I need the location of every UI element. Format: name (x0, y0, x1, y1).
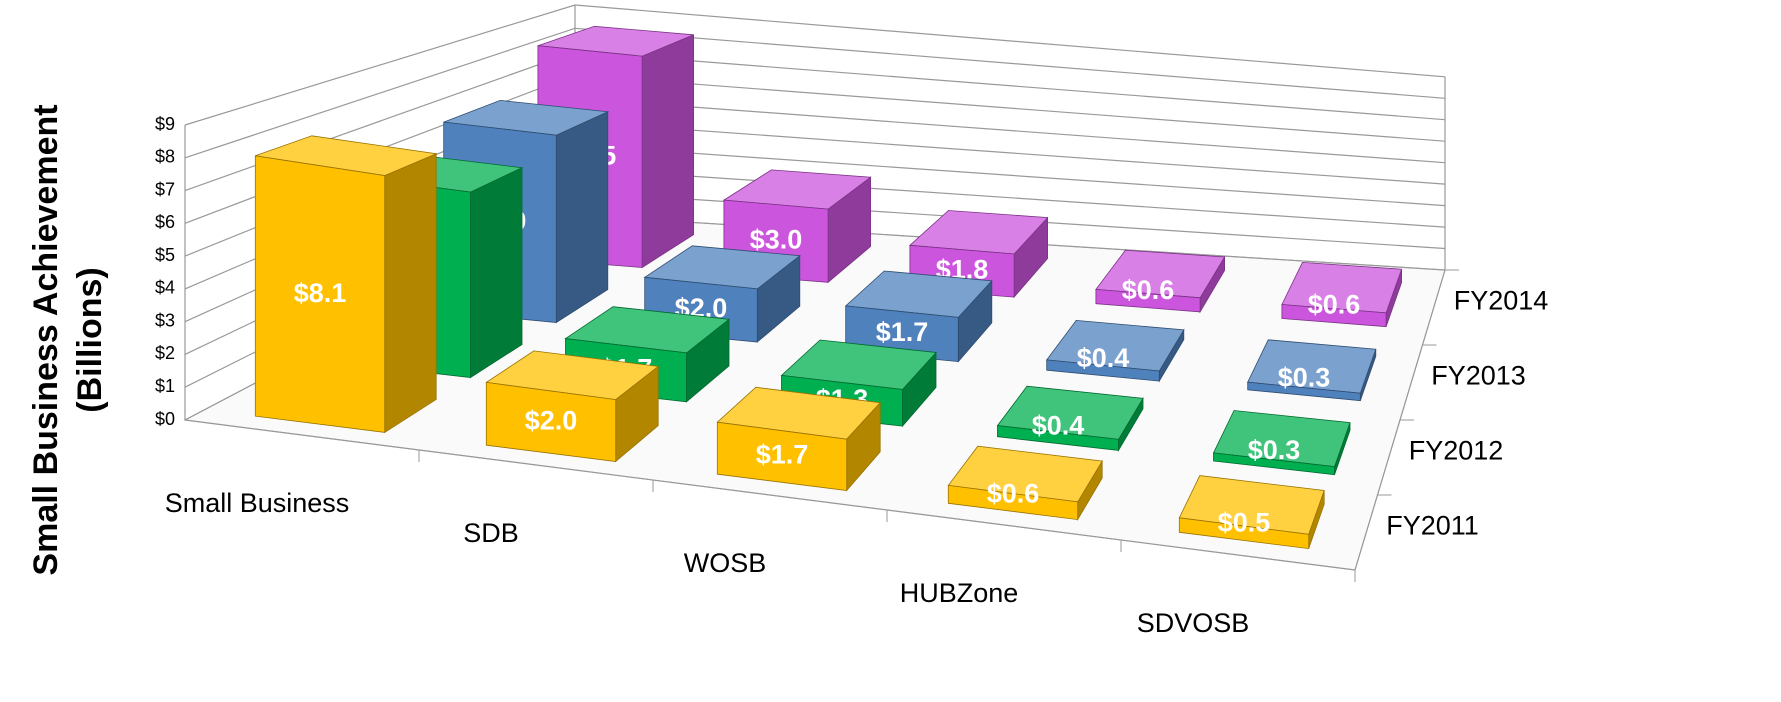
bar-front (1178, 517, 1310, 550)
y-axis-title: (Billions) (71, 267, 109, 412)
bar-front (1247, 381, 1361, 402)
y-tick-label: $6 (155, 212, 175, 232)
y-tick-label: $1 (155, 376, 175, 396)
bar (1212, 410, 1351, 476)
value-label: $0.6 (1122, 275, 1175, 305)
bar-front (485, 381, 617, 462)
bar-side (384, 153, 437, 434)
x-tick-label: HUBZone (900, 578, 1019, 608)
bar (947, 445, 1103, 522)
y-tick-label: $3 (155, 310, 175, 330)
bar (1247, 339, 1377, 402)
x-tick-label: SDVOSB (1137, 608, 1250, 638)
value-label: $0.4 (1032, 411, 1085, 441)
bar-front (997, 425, 1119, 451)
series-label: FY2011 (1386, 511, 1479, 541)
value-label: $0.3 (1248, 435, 1301, 465)
bar-front (1281, 304, 1387, 328)
bar-front (1213, 452, 1335, 476)
bar-front (947, 484, 1079, 521)
bar-front (1095, 288, 1201, 313)
x-tick-label: Small Business (165, 488, 350, 518)
value-label: $0.3 (1278, 362, 1331, 392)
series-label: FY2014 (1454, 286, 1549, 316)
bar-front (254, 155, 386, 433)
bar (485, 350, 660, 463)
x-tick-label: SDB (463, 518, 519, 548)
bar (716, 386, 882, 492)
series-label: FY2012 (1409, 436, 1504, 466)
bar-side (470, 167, 523, 379)
bar-front (1046, 359, 1160, 382)
x-axis-line (184, 419, 1356, 571)
y-tick-label: $2 (155, 343, 175, 363)
x-tick-label: WOSB (684, 548, 767, 578)
bar-front (716, 421, 848, 491)
bar (1178, 475, 1325, 550)
bar (1095, 249, 1226, 314)
y-tick-label: $5 (155, 245, 175, 265)
value-label: $1.7 (756, 440, 809, 470)
y-tick-label: $9 (155, 114, 175, 134)
y-tick-label: $4 (155, 278, 175, 298)
bar (1045, 319, 1185, 383)
value-label: $0.6 (987, 479, 1040, 509)
y-tick-label: $7 (155, 179, 175, 199)
grid-line (184, 4, 1446, 126)
y-tick-label: $0 (155, 409, 175, 429)
value-label: $3.0 (750, 225, 803, 255)
value-label: $0.5 (1218, 508, 1271, 538)
value-label: $1.7 (876, 317, 929, 347)
series-label: FY2013 (1431, 361, 1526, 391)
bar (722, 169, 872, 284)
y-tick-label: $8 (155, 147, 175, 167)
value-label: $0.6 (1308, 290, 1361, 320)
bar-side (555, 111, 609, 324)
bar (254, 135, 438, 434)
y-axis-title: Small Business Achievement (27, 104, 65, 575)
value-label: $2.0 (525, 405, 578, 435)
bar (1281, 261, 1403, 328)
value-label: $8.1 (294, 278, 347, 308)
bar (996, 385, 1144, 452)
value-label: $0.4 (1077, 343, 1130, 373)
bar-side (641, 34, 694, 269)
